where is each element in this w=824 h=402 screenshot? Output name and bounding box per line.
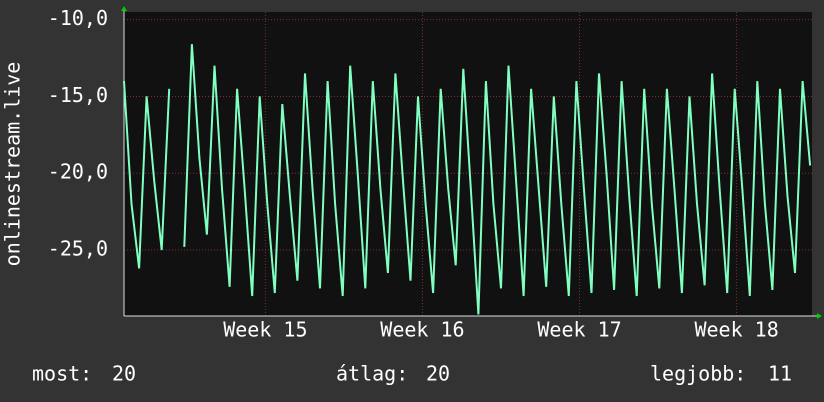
data-line (123, 44, 812, 315)
x-tick-label: Week 16 (380, 318, 464, 342)
plot: -10,0 -15,0 -20,0 -25,0 Week 15 Week 16 Week 1… (48, 6, 822, 342)
footer-value: 20 (426, 362, 450, 386)
y-axis-arrow (121, 6, 127, 11)
x-axis-arrow (817, 313, 822, 319)
y-tick-label: -20,0 (48, 160, 108, 184)
footer-label: legjobb: (650, 362, 746, 386)
x-tick-label: Week 15 (223, 318, 307, 342)
footer-value: 11 (768, 362, 792, 386)
plot-area (124, 12, 812, 316)
footer-value: 20 (112, 362, 136, 386)
y-tick-label: -25,0 (48, 236, 108, 260)
footer-label: most: (32, 362, 92, 386)
footer: most: 20 átlag: 20 legjobb: 11 (32, 362, 792, 386)
y-axis-label: onlinestream.live (1, 62, 25, 267)
x-tick-label: Week 17 (537, 318, 621, 342)
footer-label: átlag: (336, 362, 408, 386)
y-tick-label: -15,0 (48, 83, 108, 107)
x-tick-label: Week 18 (694, 318, 778, 342)
y-tick-label: -10,0 (48, 6, 108, 30)
